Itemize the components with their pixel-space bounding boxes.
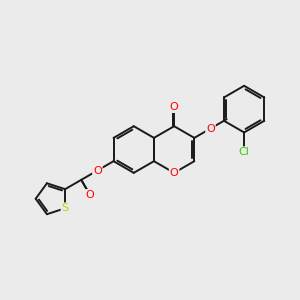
Text: O: O [206, 124, 215, 134]
Text: O: O [85, 190, 94, 200]
Text: Cl: Cl [239, 147, 250, 157]
Text: S: S [61, 203, 69, 213]
Text: O: O [170, 168, 178, 178]
Text: O: O [170, 102, 178, 112]
Text: O: O [93, 166, 102, 176]
